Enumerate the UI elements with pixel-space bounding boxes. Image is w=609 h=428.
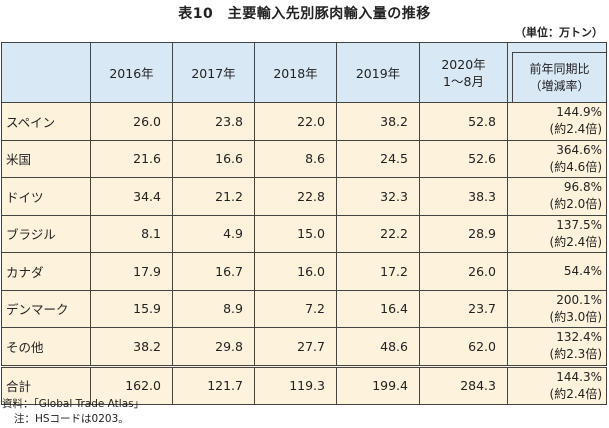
header-change: 前年同期比 （増減率） [507,42,607,103]
change-ratio: (約4.6倍) [549,159,602,174]
value-cell: 21.6 [90,139,173,178]
value-cell: 48.6 [336,327,420,367]
header-row: 2016年 2017年 2018年 2019年 2020年 1～8月 前年同期比… [1,42,607,103]
row-label: 合計 [1,364,91,405]
value-cell: 16.7 [172,252,255,291]
value-cell: 23.8 [172,102,255,141]
row-label: カナダ [1,252,91,291]
value-cell: 121.7 [172,364,255,405]
value-cell: 17.2 [336,252,420,291]
row-label: スペイン [1,102,91,141]
row-label: その他 [1,327,91,367]
change-cell: 96.8% (約2.0倍) [507,177,607,216]
change-ratio: (約2.4倍) [549,386,602,401]
value-cell: 27.7 [254,327,337,367]
change-percent: 96.8% [563,180,602,195]
change-cell: 54.4% [507,252,607,291]
value-cell: 15.0 [254,214,337,253]
value-cell: 52.6 [419,139,508,178]
value-cell: 119.3 [254,364,337,405]
row-label: 米国 [1,139,91,178]
value-cell: 17.9 [90,252,173,291]
source-note: 資料：「Global Trade Atlas」 [2,398,145,410]
header-2020-year: 2020年 [441,56,486,72]
value-cell: 32.3 [336,177,420,216]
change-cell: 144.3% (約2.4倍) [507,364,607,405]
row-label: ブラジル [1,214,91,253]
table-row: デンマーク 15.9 8.9 7.2 16.4 23.7 200.1% (約3.0倍) [1,289,607,328]
change-cell: 132.4% (約2.3倍) [507,327,607,367]
row-label: ドイツ [1,177,91,216]
table-row: ブラジル 8.1 4.9 15.0 22.2 28.9 137.5% (約2.4倍) [1,214,607,253]
value-cell: 199.4 [336,364,420,405]
change-ratio: (約2.4倍) [549,122,602,137]
change-ratio: (約2.0倍) [549,197,602,212]
table-row: カナダ 17.9 16.7 16.0 17.2 26.0 54.4% [1,252,607,291]
value-cell: 8.9 [172,289,255,328]
value-cell: 7.2 [254,289,337,328]
header-change-title: 前年同期比 [529,61,590,76]
value-cell: 24.5 [336,139,420,178]
header-change-sub: （増減率） [529,78,590,93]
value-cell: 62.0 [419,327,508,367]
row-label: デンマーク [1,289,91,328]
table-row: その他 38.2 29.8 27.7 48.6 62.0 132.4% (約2.3倍) [1,327,607,367]
header-blank [1,42,91,103]
change-cell: 144.9% (約2.4倍) [507,102,607,141]
value-cell: 26.0 [419,252,508,291]
value-cell: 52.8 [419,102,508,141]
value-cell: 16.6 [172,139,255,178]
value-cell: 29.8 [172,327,255,367]
change-cell: 200.1% (約3.0倍) [507,289,607,328]
header-2020: 2020年 1～8月 [419,42,508,103]
change-cell: 364.6% (約4.6倍) [507,139,607,178]
change-percent: 200.1% [556,292,602,307]
change-percent: 144.3% [556,369,602,384]
value-cell: 8.1 [90,214,173,253]
value-cell: 4.9 [172,214,255,253]
unit-label: （単位：万トン） [515,26,603,39]
change-percent: 364.6% [556,142,602,157]
change-percent: 54.4% [563,263,602,278]
table-row: 米国 21.6 16.6 8.6 24.5 52.6 364.6% (約4.6倍) [1,139,607,178]
header-2019: 2019年 [336,42,420,103]
table-row: スペイン 26.0 23.8 22.0 38.2 52.8 144.9% (約2.4倍) [1,102,607,141]
table-title: 表10 主要輸入先別豚肉輸入量の推移 [178,6,431,22]
change-percent: 137.5% [556,217,602,232]
change-ratio: (約2.3倍) [549,347,602,362]
pork-import-table: 2016年 2017年 2018年 2019年 2020年 1～8月 前年同期比… [1,42,607,405]
header-2016: 2016年 [90,42,173,103]
header-2020-months: 1～8月 [443,73,484,89]
value-cell: 38.2 [336,102,420,141]
value-cell: 22.0 [254,102,337,141]
value-cell: 23.7 [419,289,508,328]
change-ratio: (約3.0倍) [549,309,602,324]
change-cell: 137.5% (約2.4倍) [507,214,607,253]
value-cell: 8.6 [254,139,337,178]
table-row: 合計 162.0 121.7 119.3 199.4 284.3 144.3% (約2.4倍) [1,364,607,405]
change-percent: 132.4% [556,330,602,345]
change-ratio: (約2.4倍) [549,234,602,249]
value-cell: 16.4 [336,289,420,328]
value-cell: 15.9 [90,289,173,328]
value-cell: 34.4 [90,177,173,216]
header-2017: 2017年 [172,42,255,103]
change-percent: 144.9% [556,105,602,120]
value-cell: 22.8 [254,177,337,216]
value-cell: 16.0 [254,252,337,291]
value-cell: 22.2 [336,214,420,253]
header-2018: 2018年 [254,42,337,103]
value-cell: 28.9 [419,214,508,253]
hs-code-note: 注：HSコードは0203。 [14,413,129,425]
table-row: ドイツ 34.4 21.2 22.8 32.3 38.3 96.8% (約2.0倍) [1,177,607,216]
value-cell: 38.2 [90,327,173,367]
value-cell: 38.3 [419,177,508,216]
value-cell: 26.0 [90,102,173,141]
value-cell: 21.2 [172,177,255,216]
value-cell: 284.3 [419,364,508,405]
